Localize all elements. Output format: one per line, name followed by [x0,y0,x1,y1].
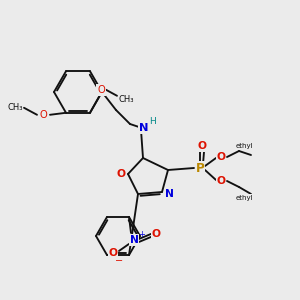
Text: +: + [139,230,145,239]
Text: N: N [139,123,149,133]
Text: O: O [152,229,160,239]
Text: ethyl: ethyl [235,195,253,201]
Text: O: O [197,141,206,151]
Text: O: O [217,176,226,186]
Text: −: − [115,256,123,266]
Text: O: O [109,248,118,258]
Text: O: O [39,110,47,120]
Text: O: O [116,169,125,179]
Text: H: H [150,116,156,125]
Text: CH₃: CH₃ [118,95,134,104]
Text: P: P [196,161,204,175]
Text: CH₃: CH₃ [7,103,23,112]
Text: N: N [130,235,138,245]
Text: O: O [97,85,105,95]
Text: O: O [217,152,226,162]
Text: N: N [165,189,173,199]
Text: ethyl: ethyl [235,143,253,149]
